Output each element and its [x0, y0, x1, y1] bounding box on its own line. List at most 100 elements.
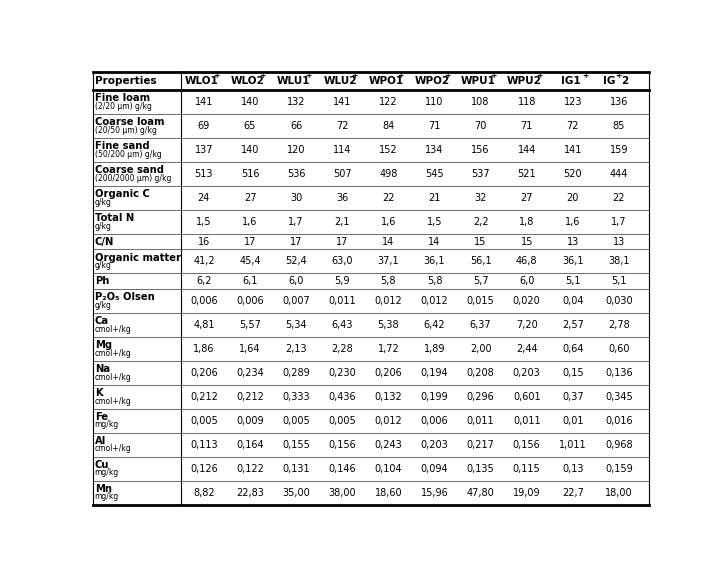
Text: 114: 114 — [333, 145, 352, 155]
Text: 71: 71 — [521, 121, 533, 131]
Text: 2,2: 2,2 — [473, 217, 488, 227]
Text: 0,005: 0,005 — [190, 416, 218, 425]
Text: mg/kg: mg/kg — [95, 420, 119, 429]
Text: 513: 513 — [195, 169, 213, 179]
Text: 0,345: 0,345 — [605, 392, 632, 402]
Text: C/N: C/N — [95, 236, 114, 247]
Text: 85: 85 — [613, 121, 625, 131]
Text: 0,01: 0,01 — [562, 416, 583, 425]
Text: 0,60: 0,60 — [608, 344, 630, 354]
Text: 27: 27 — [244, 193, 256, 203]
Text: 0,206: 0,206 — [375, 367, 402, 378]
Text: Ph: Ph — [95, 276, 109, 286]
Text: +: + — [490, 70, 496, 80]
Text: 84: 84 — [382, 121, 394, 131]
Text: 0,005: 0,005 — [329, 416, 356, 425]
Text: 0,006: 0,006 — [190, 296, 218, 306]
Text: 5,1: 5,1 — [565, 276, 580, 286]
Text: 0,159: 0,159 — [605, 463, 632, 474]
Text: 0,203: 0,203 — [421, 440, 448, 450]
Text: 2,00: 2,00 — [470, 344, 492, 354]
Text: mg/kg: mg/kg — [95, 469, 119, 478]
Text: g/kg: g/kg — [95, 222, 112, 231]
Text: 0,296: 0,296 — [466, 392, 495, 402]
Text: 2,44: 2,44 — [516, 344, 538, 354]
Text: 0,289: 0,289 — [282, 367, 310, 378]
Text: cmol+/kg: cmol+/kg — [95, 373, 131, 382]
Text: 20: 20 — [567, 193, 579, 203]
Text: 6,43: 6,43 — [331, 320, 353, 329]
Text: 0,012: 0,012 — [421, 296, 448, 306]
Text: 0,006: 0,006 — [236, 296, 264, 306]
Text: 17: 17 — [290, 236, 303, 247]
Text: 141: 141 — [333, 97, 352, 107]
Text: Organic C: Organic C — [95, 190, 149, 199]
Text: 118: 118 — [518, 97, 536, 107]
Text: 1,5: 1,5 — [427, 217, 443, 227]
Text: 0,199: 0,199 — [421, 392, 448, 402]
Text: g/kg: g/kg — [95, 198, 112, 207]
Text: 36: 36 — [336, 193, 349, 203]
Text: +: + — [259, 70, 266, 80]
Text: 110: 110 — [425, 97, 444, 107]
Text: 0,011: 0,011 — [513, 416, 541, 425]
Text: 4,81: 4,81 — [193, 320, 214, 329]
Text: (2/20 μm) g/kg: (2/20 μm) g/kg — [95, 102, 152, 111]
Text: +: + — [582, 70, 588, 80]
Text: WPU2: WPU2 — [507, 76, 542, 86]
Text: 63,0: 63,0 — [331, 256, 353, 266]
Text: 0,968: 0,968 — [605, 440, 632, 450]
Text: 5,8: 5,8 — [427, 276, 443, 286]
Text: 38,00: 38,00 — [329, 488, 356, 498]
Text: Properties: Properties — [95, 76, 157, 86]
Text: 498: 498 — [379, 169, 398, 179]
Text: (200/2000 μm) g/kg: (200/2000 μm) g/kg — [95, 174, 171, 183]
Text: 0,203: 0,203 — [513, 367, 541, 378]
Text: +: + — [213, 70, 219, 80]
Text: Fine loam: Fine loam — [95, 94, 150, 103]
Text: 22,7: 22,7 — [562, 488, 584, 498]
Text: 141: 141 — [564, 145, 582, 155]
Text: 0,37: 0,37 — [562, 392, 583, 402]
Text: cmol+/kg: cmol+/kg — [95, 445, 131, 453]
Text: 65: 65 — [244, 121, 256, 131]
Text: 516: 516 — [240, 169, 259, 179]
Text: 0,194: 0,194 — [421, 367, 448, 378]
Text: 70: 70 — [474, 121, 487, 131]
Text: cmol+/kg: cmol+/kg — [95, 349, 131, 357]
Text: 108: 108 — [471, 97, 490, 107]
Text: 21: 21 — [428, 193, 440, 203]
Text: 0,156: 0,156 — [513, 440, 541, 450]
Text: Ca: Ca — [95, 316, 109, 327]
Text: 0,012: 0,012 — [375, 416, 402, 425]
Text: 0,135: 0,135 — [466, 463, 495, 474]
Text: 37,1: 37,1 — [378, 256, 399, 266]
Text: 0,212: 0,212 — [190, 392, 218, 402]
Text: 46,8: 46,8 — [516, 256, 537, 266]
Text: 0,64: 0,64 — [562, 344, 583, 354]
Text: Total N: Total N — [95, 214, 134, 223]
Text: 1,011: 1,011 — [559, 440, 587, 450]
Text: 0,131: 0,131 — [282, 463, 310, 474]
Text: 521: 521 — [518, 169, 536, 179]
Text: 56,1: 56,1 — [470, 256, 492, 266]
Text: 2,78: 2,78 — [608, 320, 630, 329]
Text: 0,206: 0,206 — [190, 367, 218, 378]
Text: 1,6: 1,6 — [380, 217, 396, 227]
Text: 520: 520 — [564, 169, 582, 179]
Text: 0,006: 0,006 — [421, 416, 448, 425]
Text: 6,42: 6,42 — [424, 320, 445, 329]
Text: 0,208: 0,208 — [466, 367, 495, 378]
Text: 0,212: 0,212 — [236, 392, 264, 402]
Text: 15: 15 — [521, 236, 533, 247]
Text: 140: 140 — [241, 145, 259, 155]
Text: 5,38: 5,38 — [378, 320, 399, 329]
Text: (50/200 μm) g/kg: (50/200 μm) g/kg — [95, 149, 162, 158]
Text: 69: 69 — [198, 121, 210, 131]
Text: 1,6: 1,6 — [565, 217, 580, 227]
Text: IG1: IG1 — [561, 76, 580, 86]
Text: 5,7: 5,7 — [473, 276, 488, 286]
Text: 0,217: 0,217 — [466, 440, 495, 450]
Text: 5,34: 5,34 — [285, 320, 307, 329]
Text: 17: 17 — [336, 236, 349, 247]
